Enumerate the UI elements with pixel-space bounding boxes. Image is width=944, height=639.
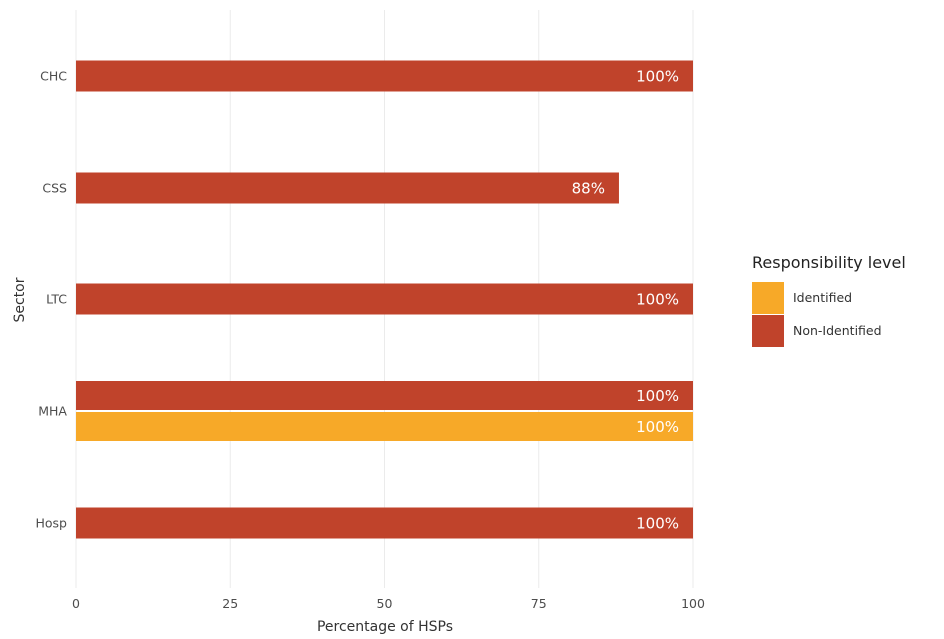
legend-title: Responsibility level: [752, 253, 906, 272]
x-axis-ticks: 0 25 50 75 100: [72, 596, 705, 611]
x-tick-label-50: 50: [377, 596, 393, 611]
legend-swatch-identified: [752, 282, 784, 314]
bar-mha-identified: [76, 412, 693, 441]
legend-label-identified: Identified: [793, 290, 852, 305]
bar-ltc-non-identified: [76, 283, 693, 315]
y-axis-title: Sector: [12, 277, 28, 322]
y-tick-label-css: CSS: [42, 181, 67, 196]
bar-label-ltc-non-identified: 100%: [636, 291, 679, 309]
y-axis-ticks: CHC CSS LTC MHA Hosp: [36, 69, 68, 531]
x-tick-label-0: 0: [72, 596, 80, 611]
y-tick-label-hosp: Hosp: [36, 516, 68, 531]
bar-css-non-identified: [76, 172, 619, 204]
bar-label-mha-identified: 100%: [636, 418, 679, 436]
x-tick-label-75: 75: [531, 596, 547, 611]
bar-label-css-non-identified: 88%: [572, 180, 605, 198]
bar-mha-non-identified: [76, 381, 693, 410]
legend-label-non-identified: Non-Identified: [793, 323, 882, 338]
legend-swatch-non-identified: [752, 315, 784, 347]
bars: 100% 88% 100% 100% 100% 100%: [76, 60, 693, 539]
bar-label-chc-non-identified: 100%: [636, 68, 679, 86]
bar-chc-non-identified: [76, 60, 693, 92]
bar-label-mha-non-identified: 100%: [636, 387, 679, 405]
y-tick-label-mha: MHA: [38, 404, 67, 419]
legend: Responsibility level Identified Non-Iden…: [752, 253, 906, 347]
y-tick-label-ltc: LTC: [46, 292, 67, 307]
x-axis-title: Percentage of HSPs: [317, 619, 453, 635]
x-tick-label-25: 25: [222, 596, 238, 611]
x-tick-label-100: 100: [681, 596, 705, 611]
y-tick-label-chc: CHC: [40, 69, 67, 84]
bar-label-hosp-non-identified: 100%: [636, 515, 679, 533]
bar-hosp-non-identified: [76, 507, 693, 539]
